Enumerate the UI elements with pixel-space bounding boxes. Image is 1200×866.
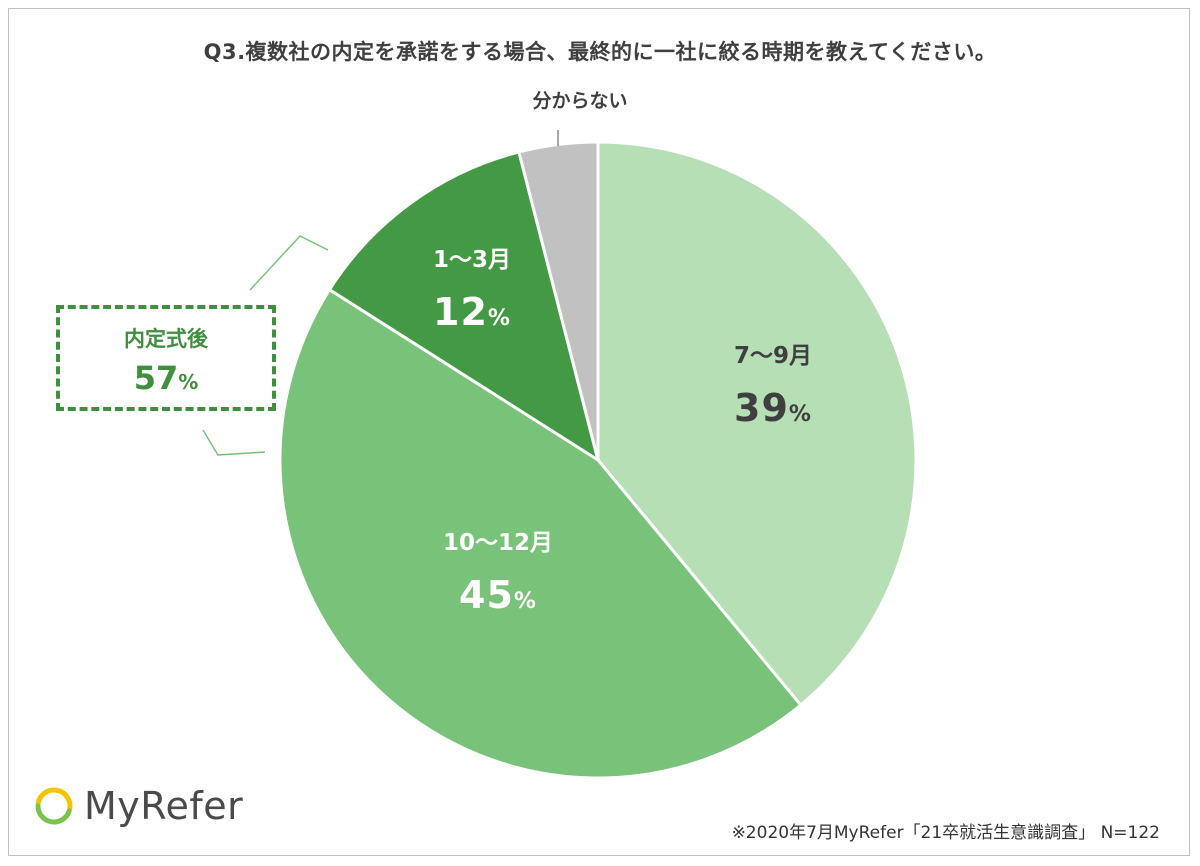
callout-leader-line-bottom [202,429,266,456]
grouped-callout-box: 内定式後 57% [56,305,276,411]
slice-category: 1〜3月 [432,247,512,273]
callout-value: 57% [133,359,199,397]
pie-slice-0 [596,140,918,708]
callout-label: 内定式後 [124,327,208,351]
slice-label-7-9: 7〜9月 39% [734,336,812,430]
slice-label-1-3: 1〜3月 12% [433,240,511,334]
logo-text: MyRefer [84,784,244,828]
slice-label-10-12: 10〜12月 45% [443,523,553,617]
callout-leader-line-top [249,235,329,291]
chart-title: Q3.複数社の内定を承諾をする場合、最終的に一社に絞る時期を教えてください。 [203,40,997,64]
chart-frame [8,8,1190,856]
slice-value: 39% [734,386,812,430]
slice-value: 12% [433,290,511,334]
slice-label-unknown: 分からない [532,90,628,112]
myrefer-logo: MyRefer [32,784,243,828]
callout-leader-lines [202,130,559,456]
logo-ring-icon [35,787,73,825]
footnote: ※2020年7月MyRefer「21卒就活生意識調査」 N=122 [731,823,1160,843]
pie-slice-2 [327,150,601,464]
slice-category: 10〜12月 [442,530,554,556]
slice-category: 7〜9月 [733,343,813,369]
slice-value: 45% [459,573,537,617]
pie-slice-1 [278,287,803,780]
